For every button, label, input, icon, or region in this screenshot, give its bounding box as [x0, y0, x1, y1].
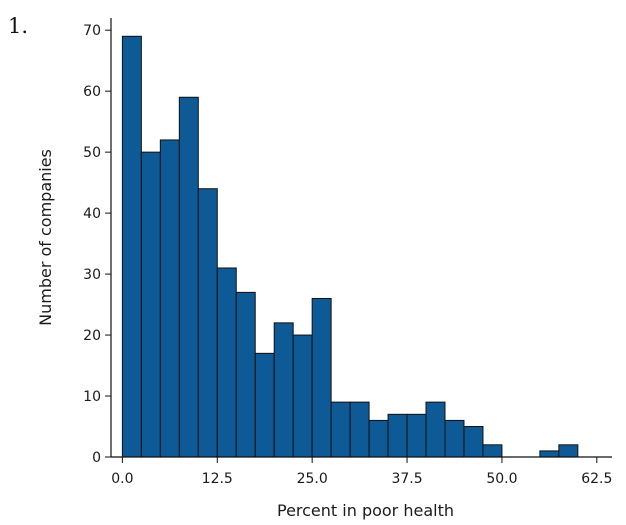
histogram-bar	[216, 267, 237, 458]
histogram-bar	[292, 334, 313, 458]
histogram-bar	[349, 401, 370, 458]
y-ticks-group: 0 10 20 30 40 50 60 70	[83, 23, 111, 466]
y-tick-label: 0	[92, 450, 101, 466]
histogram-bar	[121, 35, 142, 458]
y-tick-label: 20	[83, 328, 101, 344]
histogram-bar	[482, 444, 503, 458]
histogram-bar	[558, 444, 579, 458]
histogram-bar	[140, 151, 161, 458]
histogram-bar	[406, 413, 427, 458]
histogram-bar	[235, 291, 256, 458]
histogram-bar	[463, 426, 484, 458]
histogram-bar	[178, 96, 199, 458]
x-tick-label: 37.5	[391, 471, 422, 487]
problem-number: 1.	[8, 14, 29, 38]
y-tick-label: 60	[83, 84, 101, 100]
y-axis-title: Number of companies	[36, 149, 55, 326]
histogram-bar	[330, 401, 351, 458]
y-tick-label: 40	[83, 206, 101, 222]
histogram-bar	[444, 419, 465, 458]
histogram-bar	[311, 297, 332, 458]
y-tick-label: 30	[83, 267, 101, 283]
y-tick-label: 70	[83, 23, 101, 39]
x-tick-label: 25.0	[297, 471, 328, 487]
x-tick-label: 62.5	[581, 471, 612, 487]
histogram-bar	[368, 419, 389, 458]
histogram-bar	[254, 352, 275, 458]
x-ticks-group: 0.0 12.5 25.0 37.5 50.0 62.5	[111, 457, 612, 487]
histogram-bar	[539, 450, 560, 458]
x-axis-title: Percent in poor health	[277, 501, 454, 520]
histogram-bar	[273, 322, 294, 458]
histogram-bar	[197, 188, 218, 458]
bars-group	[121, 35, 579, 458]
histogram-bar	[425, 401, 446, 458]
histogram-bar	[159, 139, 180, 458]
x-tick-label: 12.5	[202, 471, 233, 487]
x-tick-label: 0.0	[111, 471, 133, 487]
y-tick-label: 50	[83, 145, 101, 161]
x-tick-label: 50.0	[486, 471, 517, 487]
y-tick-label: 10	[83, 389, 101, 405]
histogram-bar	[387, 413, 408, 458]
